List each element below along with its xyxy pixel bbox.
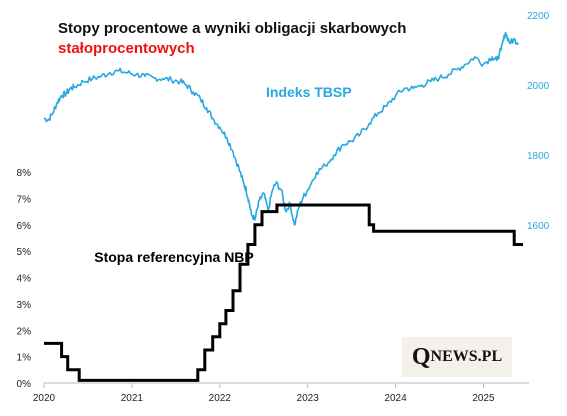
chart-subtitle: stałoprocentowych (58, 40, 195, 57)
left-tick-label: 1% (17, 353, 32, 364)
x-tick-label: 2021 (121, 393, 144, 404)
logo-rest: NEWS.PL (430, 348, 503, 365)
x-tick-label: 2023 (297, 393, 320, 404)
chart-title: Stopy procentowe a wyniki obligacji skar… (58, 20, 407, 37)
nbp-rate-line (44, 203, 523, 382)
plot-area: 2020 2021 2022 2023 2024 2025 0% 1% 2% 3% 4% 5% 6% 7%… (17, 11, 550, 404)
qnews-logo: Q NEWS.PL (402, 337, 512, 377)
right-tick-label: 2200 (527, 11, 550, 22)
x-tick-label: 2022 (209, 393, 232, 404)
series-label-tbsp: Indeks TBSP (266, 84, 352, 100)
x-tick-label: 2020 (33, 393, 56, 404)
x-tick-label: 2025 (472, 393, 495, 404)
left-tick-label: 2% (17, 326, 32, 337)
series-label-nbp: Stopa referencyjna NBP (94, 249, 254, 265)
left-tick-label: 5% (17, 247, 32, 258)
right-tick-label: 1600 (527, 221, 550, 232)
left-tick-label: 7% (17, 194, 32, 205)
logo-q: Q (411, 343, 431, 370)
x-tick-label: 2024 (384, 393, 407, 404)
left-tick-label: 3% (17, 300, 32, 311)
right-tick-label: 1800 (527, 151, 550, 162)
left-tick-label: 0% (17, 379, 32, 390)
left-tick-label: 8% (17, 168, 32, 179)
tbsp-index-line (43, 31, 520, 226)
left-tick-label: 4% (17, 274, 32, 285)
left-tick-label: 6% (17, 221, 32, 232)
right-tick-label: 2000 (527, 81, 550, 92)
